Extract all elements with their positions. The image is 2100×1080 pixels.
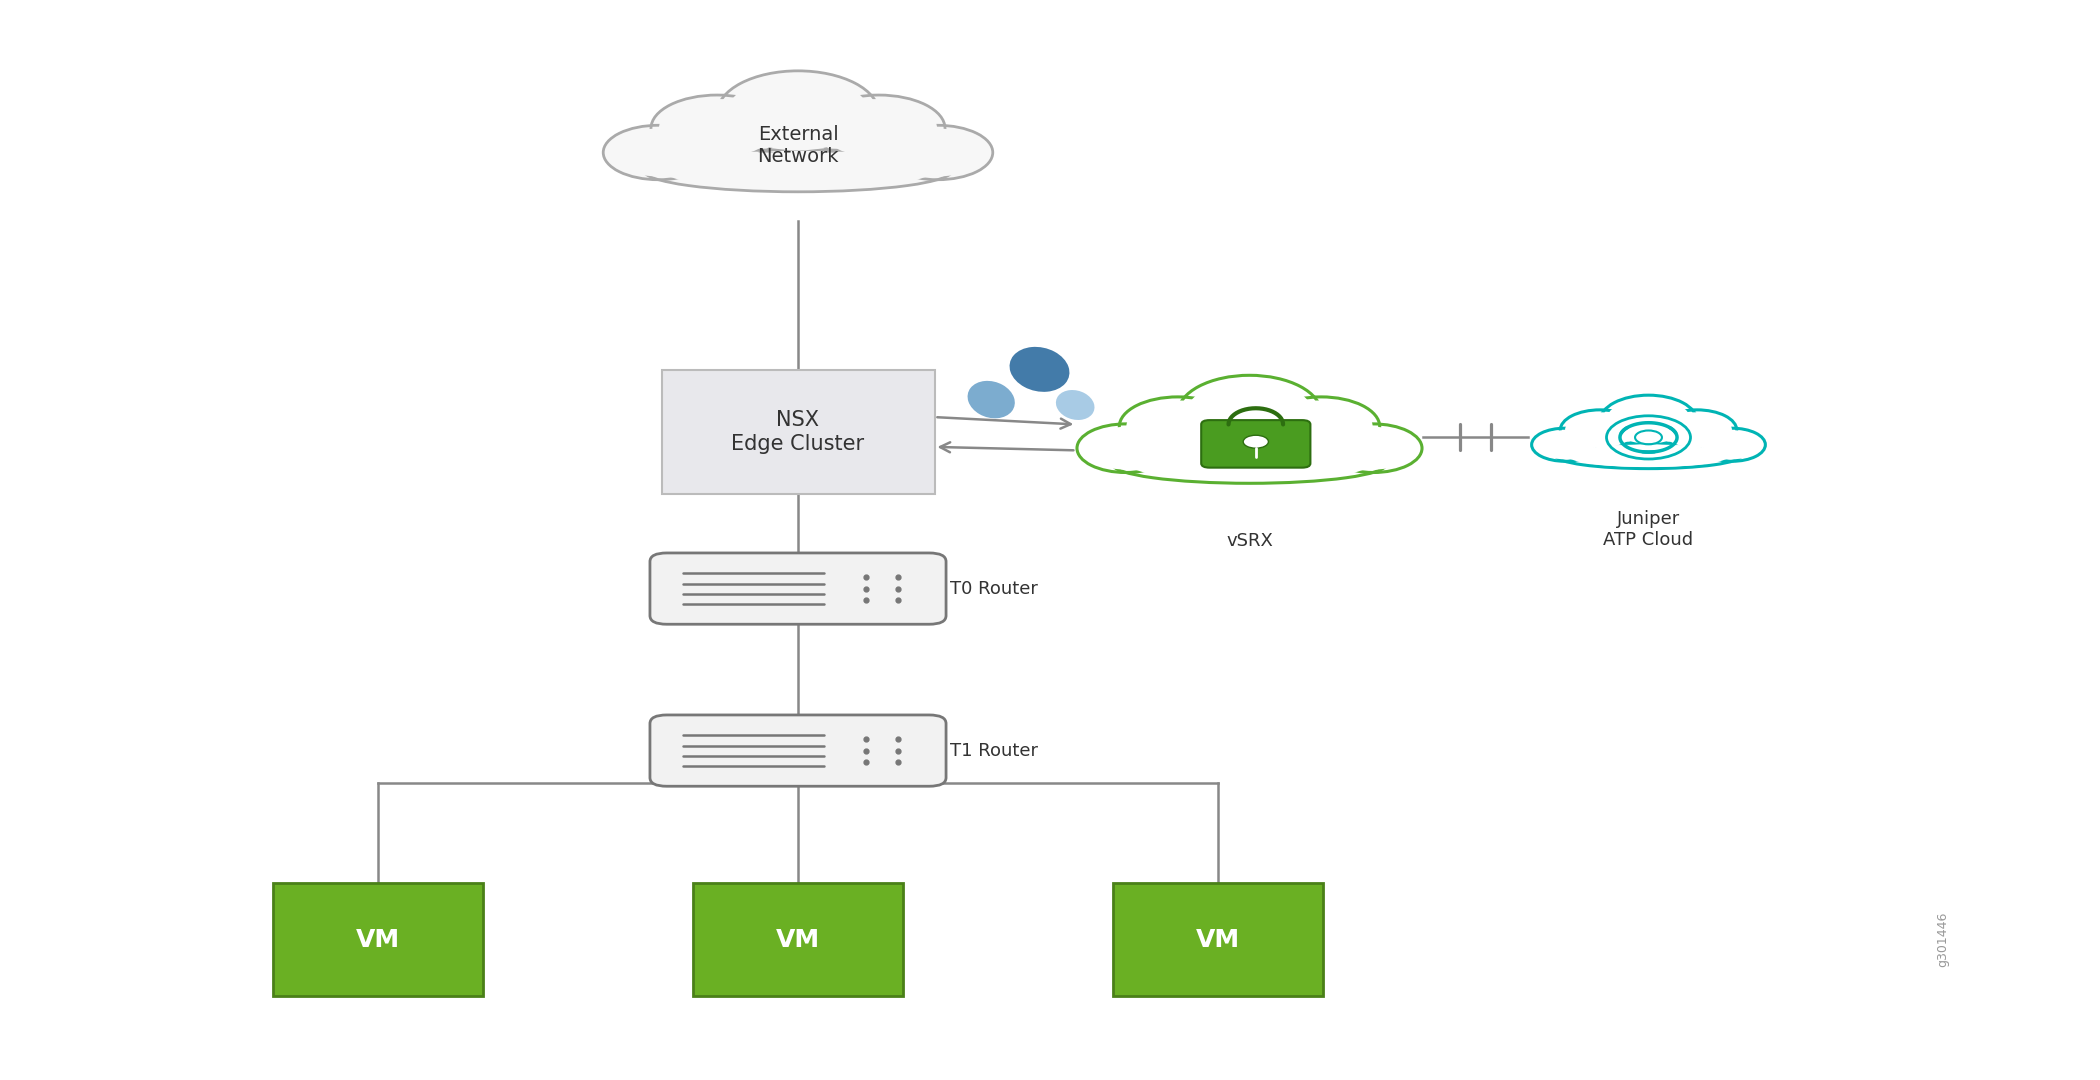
- Ellipse shape: [882, 125, 993, 179]
- Ellipse shape: [603, 125, 714, 179]
- Ellipse shape: [821, 99, 937, 158]
- Text: VM: VM: [1195, 928, 1241, 951]
- Ellipse shape: [1010, 347, 1069, 392]
- Ellipse shape: [662, 152, 934, 189]
- Ellipse shape: [727, 76, 869, 150]
- Ellipse shape: [1056, 390, 1094, 420]
- Ellipse shape: [1325, 424, 1422, 473]
- Ellipse shape: [1564, 413, 1636, 448]
- Ellipse shape: [1178, 376, 1321, 451]
- Ellipse shape: [1077, 424, 1174, 473]
- Ellipse shape: [1130, 448, 1369, 481]
- Ellipse shape: [716, 71, 878, 156]
- Ellipse shape: [659, 99, 775, 158]
- Ellipse shape: [1703, 430, 1762, 459]
- Ellipse shape: [1270, 401, 1373, 453]
- Ellipse shape: [1606, 399, 1690, 444]
- Text: Juniper
ATP Cloud: Juniper ATP Cloud: [1604, 511, 1693, 549]
- Text: External
Network: External Network: [758, 125, 838, 166]
- Ellipse shape: [1084, 427, 1170, 470]
- Ellipse shape: [968, 381, 1014, 418]
- FancyBboxPatch shape: [651, 553, 945, 624]
- FancyBboxPatch shape: [651, 715, 945, 786]
- Ellipse shape: [1560, 409, 1640, 450]
- Ellipse shape: [643, 149, 953, 192]
- FancyBboxPatch shape: [662, 369, 934, 495]
- Ellipse shape: [609, 129, 708, 176]
- Circle shape: [1243, 435, 1268, 448]
- Text: NSX
Edge Cluster: NSX Edge Cluster: [731, 410, 865, 454]
- Ellipse shape: [1661, 413, 1732, 448]
- FancyBboxPatch shape: [1113, 883, 1323, 996]
- Text: T0 Router: T0 Router: [949, 580, 1037, 597]
- Text: VM: VM: [775, 928, 821, 951]
- Text: g301446: g301446: [1936, 912, 1949, 968]
- Text: T1 Router: T1 Router: [949, 742, 1037, 759]
- Ellipse shape: [1262, 396, 1380, 456]
- Ellipse shape: [1657, 409, 1737, 450]
- FancyBboxPatch shape: [693, 883, 903, 996]
- Ellipse shape: [1113, 446, 1386, 484]
- Ellipse shape: [1329, 427, 1415, 470]
- FancyBboxPatch shape: [1201, 420, 1310, 468]
- FancyBboxPatch shape: [273, 883, 483, 996]
- Text: vSRX: vSRX: [1226, 532, 1273, 550]
- Ellipse shape: [1535, 430, 1594, 459]
- Ellipse shape: [1119, 396, 1237, 456]
- Text: VM: VM: [355, 928, 401, 951]
- Ellipse shape: [651, 95, 783, 162]
- Ellipse shape: [1699, 428, 1766, 461]
- Ellipse shape: [813, 95, 945, 162]
- Ellipse shape: [1186, 380, 1312, 446]
- Ellipse shape: [1556, 443, 1741, 469]
- Ellipse shape: [1126, 401, 1228, 453]
- Ellipse shape: [1531, 428, 1598, 461]
- Ellipse shape: [1600, 395, 1697, 447]
- Ellipse shape: [888, 129, 987, 176]
- Ellipse shape: [1567, 445, 1730, 467]
